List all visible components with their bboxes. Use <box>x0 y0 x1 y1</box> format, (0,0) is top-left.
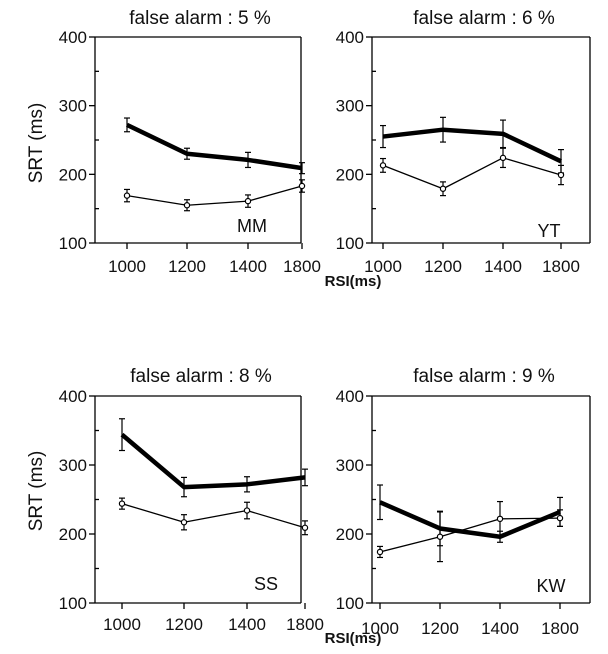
data-point <box>436 533 444 540</box>
data-point <box>556 514 564 522</box>
x-tick-label: 1400 <box>484 257 522 276</box>
y-tick-label: 100 <box>59 594 87 613</box>
data-point <box>499 154 507 162</box>
data-point <box>123 192 131 199</box>
x-tick-label: 1400 <box>481 619 519 638</box>
data-point <box>180 519 188 526</box>
y-tick-label: 100 <box>336 234 364 253</box>
x-tick-label: 1000 <box>103 615 141 634</box>
subject-label: YT <box>537 221 560 241</box>
x-tick-label: 1200 <box>421 619 459 638</box>
data-point <box>376 548 384 556</box>
data-point <box>379 162 387 169</box>
x-tick-label: 1200 <box>165 615 203 634</box>
x-axis-label-top: RSI(ms) <box>325 273 382 290</box>
x-axis-label-bottom: RSI(ms) <box>325 630 382 647</box>
y-tick-label: 400 <box>59 28 87 47</box>
data-point <box>298 182 306 190</box>
series-thick <box>380 116 564 174</box>
x-tick-label: 1200 <box>168 257 206 276</box>
series-line <box>379 500 561 540</box>
data-point <box>557 171 565 179</box>
x-tick-label: 1400 <box>229 257 267 276</box>
series-line <box>120 432 306 490</box>
panel-ss: false alarm : 8 % SRT (ms) 100 200 300 400 100… <box>26 366 324 634</box>
subject-label: KW <box>537 576 566 596</box>
y-tick-label: 400 <box>336 28 364 47</box>
series-line <box>121 503 306 529</box>
y-tick-label: 100 <box>336 594 364 613</box>
data-point <box>118 500 126 507</box>
y-tick-label: 300 <box>59 456 87 475</box>
series-line <box>126 122 303 171</box>
y-tick-label: 200 <box>59 165 87 184</box>
x-tick-label: 1000 <box>108 257 146 276</box>
series-thick <box>124 117 305 175</box>
series-line <box>382 127 562 164</box>
x-tick-label: 1800 <box>542 257 580 276</box>
x-tick-label: 1400 <box>228 615 266 634</box>
x-tick-label: 1200 <box>424 257 462 276</box>
series-thick <box>119 418 308 498</box>
x-tick-label: 1000 <box>361 619 399 638</box>
x-tick-label: 1800 <box>286 615 324 634</box>
series-line <box>126 185 303 206</box>
y-tick-label: 100 <box>59 234 87 253</box>
y-tick-label: 300 <box>336 456 364 475</box>
panel-title: false alarm : 5 % <box>129 8 271 29</box>
data-point <box>244 197 252 205</box>
x-tick-label: 1800 <box>283 257 321 276</box>
y-tick-label: 200 <box>59 525 87 544</box>
y-axis-label: SRT (ms) <box>26 103 47 184</box>
y-tick-label: 300 <box>336 97 364 116</box>
panel-mm: false alarm : 5 % SRT (ms) 100 200 300 400 100… <box>26 8 321 276</box>
panel-title: false alarm : 9 % <box>413 366 555 387</box>
x-tick-label: 1000 <box>364 257 402 276</box>
y-tick-label: 400 <box>336 387 364 406</box>
y-tick-label: 200 <box>336 165 364 184</box>
series-thin <box>123 179 306 212</box>
x-tick-label: 1800 <box>541 619 579 638</box>
series-thin <box>376 500 564 563</box>
series-thin <box>118 497 309 536</box>
data-point <box>496 515 504 523</box>
panel-kw: false alarm : 9 % 100 200 300 400 1000 1200 140… <box>336 366 591 638</box>
series-line <box>379 517 561 553</box>
data-point <box>243 507 251 514</box>
subject-label: SS <box>254 574 278 594</box>
subject-label: MM <box>237 216 267 236</box>
data-point <box>439 185 447 192</box>
panel-title: false alarm : 6 % <box>413 8 555 29</box>
series-thick <box>377 484 563 547</box>
series-line <box>382 157 562 190</box>
data-point <box>183 202 191 209</box>
y-axis-label: SRT (ms) <box>26 451 47 532</box>
panel-yt: false alarm : 6 % 100 200 300 400 1000 1200 140… <box>336 8 591 276</box>
data-point <box>301 524 309 531</box>
panel-title: false alarm : 8 % <box>130 366 272 387</box>
y-tick-label: 200 <box>336 525 364 544</box>
y-tick-label: 400 <box>59 387 87 406</box>
series-thin <box>379 147 565 197</box>
y-tick-label: 300 <box>59 97 87 116</box>
